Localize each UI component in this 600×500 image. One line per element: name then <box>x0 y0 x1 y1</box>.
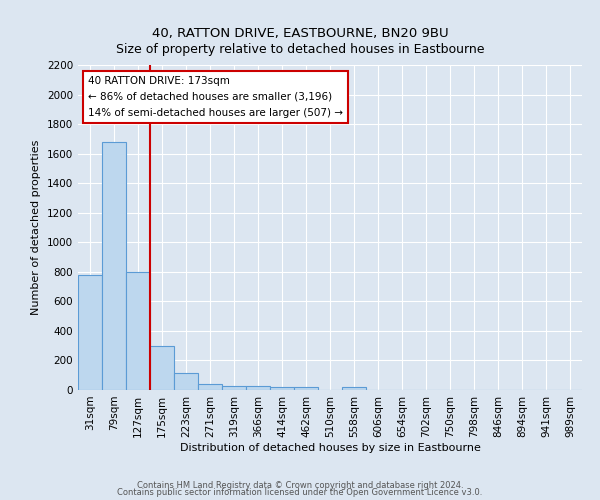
Text: Size of property relative to detached houses in Eastbourne: Size of property relative to detached ho… <box>116 42 484 56</box>
Y-axis label: Number of detached properties: Number of detached properties <box>31 140 41 315</box>
Text: 40 RATTON DRIVE: 173sqm
← 86% of detached houses are smaller (3,196)
14% of semi: 40 RATTON DRIVE: 173sqm ← 86% of detache… <box>88 76 343 118</box>
Text: Contains public sector information licensed under the Open Government Licence v3: Contains public sector information licen… <box>118 488 482 497</box>
Bar <box>246 386 270 390</box>
Bar <box>270 387 294 390</box>
Bar <box>294 387 318 390</box>
Bar <box>126 272 150 390</box>
X-axis label: Distribution of detached houses by size in Eastbourne: Distribution of detached houses by size … <box>179 442 481 452</box>
Bar <box>198 384 222 390</box>
Bar <box>102 142 126 390</box>
Bar <box>78 275 102 390</box>
Bar <box>174 373 198 390</box>
Bar <box>342 387 366 390</box>
Text: 40, RATTON DRIVE, EASTBOURNE, BN20 9BU: 40, RATTON DRIVE, EASTBOURNE, BN20 9BU <box>152 28 448 40</box>
Bar <box>150 346 174 390</box>
Bar <box>222 386 246 390</box>
Text: Contains HM Land Registry data © Crown copyright and database right 2024.: Contains HM Land Registry data © Crown c… <box>137 480 463 490</box>
